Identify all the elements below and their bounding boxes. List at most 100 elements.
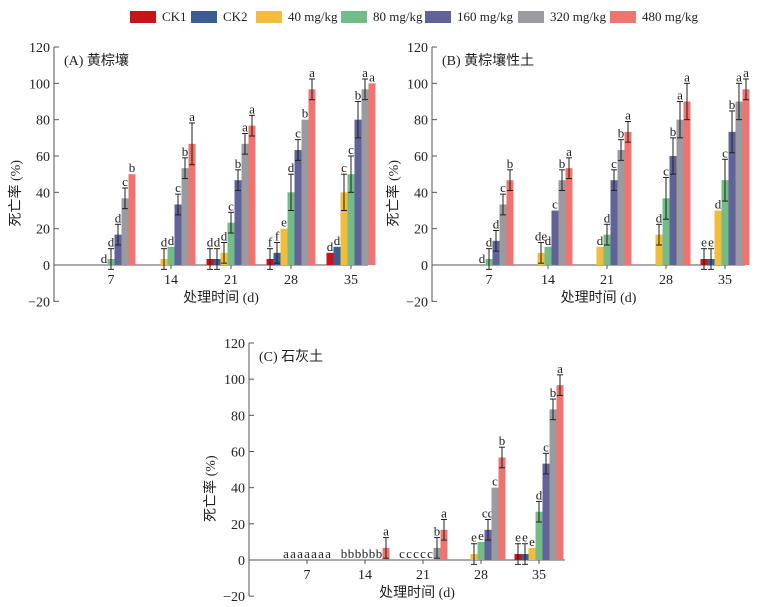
bar <box>565 168 573 265</box>
significance-letter: a <box>441 505 447 520</box>
significance-letter: c <box>348 142 354 157</box>
significance-letter: d <box>545 233 552 248</box>
bar <box>662 198 670 265</box>
y-tick-label: 0 <box>421 259 428 274</box>
bar <box>721 180 729 265</box>
significance-letter: e <box>708 235 714 250</box>
x-tick-label: 35 <box>532 568 546 583</box>
significance-letter: d <box>327 239 334 254</box>
significance-letter: c <box>399 546 405 561</box>
bar <box>234 180 242 265</box>
significance-letter: e <box>529 534 535 549</box>
bar <box>121 198 129 265</box>
significance-letter: c <box>175 180 181 195</box>
significance-letter: c <box>427 546 433 561</box>
y-axis-label: 死亡率 (%) <box>7 160 24 227</box>
x-axis-label: 处理时间 (d) <box>379 585 455 601</box>
significance-letter: b <box>362 546 369 561</box>
bar <box>714 210 722 265</box>
y-tick-label: 40 <box>231 482 245 497</box>
x-tick-label: 7 <box>486 273 493 288</box>
significance-letter: a <box>318 546 324 561</box>
bar <box>603 234 611 265</box>
significance-letter: a <box>743 65 749 80</box>
significance-letter: d <box>115 210 122 225</box>
y-tick-label: 80 <box>36 114 50 129</box>
x-tick-label: 21 <box>224 273 238 288</box>
significance-letter: cd <box>482 505 495 520</box>
y-tick-label: 40 <box>36 186 50 201</box>
significance-letter: d <box>288 160 295 175</box>
bar <box>742 89 750 265</box>
legend-label: 40 mg/kg <box>288 9 338 24</box>
bar <box>354 119 362 266</box>
significance-letter: b <box>499 433 506 448</box>
significance-letter: b <box>129 160 136 175</box>
significance-letter: b <box>507 156 514 171</box>
bar <box>556 385 564 560</box>
bar <box>181 168 189 265</box>
bar <box>683 101 691 265</box>
significance-letter: a <box>297 546 303 561</box>
y-axis-label: 死亡率 (%) <box>202 455 219 522</box>
legend-item: CK1 <box>130 9 187 24</box>
bar <box>174 204 182 265</box>
significance-letter: d <box>479 251 486 266</box>
significance-letter: b <box>302 106 309 121</box>
significance-letter: d <box>108 235 115 250</box>
bar <box>492 240 500 265</box>
significance-letter: e <box>701 235 707 250</box>
significance-letter: f <box>275 228 280 243</box>
bar <box>128 174 136 265</box>
significance-letter: c <box>492 474 498 489</box>
significance-letter: d <box>168 233 175 248</box>
significance-letter: a <box>325 546 331 561</box>
bar <box>280 228 288 265</box>
x-tick-label: 7 <box>304 568 311 583</box>
y-tick-label: 20 <box>414 223 428 238</box>
significance-letter: d <box>604 210 611 225</box>
significance-letter: b <box>348 546 355 561</box>
x-tick-label: 7 <box>108 273 115 288</box>
bar <box>499 204 507 265</box>
bar <box>558 180 566 265</box>
y-tick-label: 20 <box>231 518 245 533</box>
bar <box>610 180 618 265</box>
y-tick-label: 40 <box>414 186 428 201</box>
significance-letter: d <box>715 197 722 212</box>
bar <box>294 150 302 265</box>
significance-letter: d <box>656 210 663 225</box>
legend-label: CK1 <box>162 9 187 24</box>
significance-letter: a <box>736 69 742 84</box>
significance-letter: a <box>625 107 631 122</box>
significance-letter: a <box>369 69 375 84</box>
y-tick-label: 0 <box>43 259 50 274</box>
significance-letter: a <box>566 144 572 159</box>
x-tick-label: 14 <box>541 273 555 288</box>
panel-title: (C) 石灰土 <box>259 349 323 365</box>
significance-letter: c <box>543 439 549 454</box>
significance-letter: b <box>369 546 376 561</box>
y-tick-label: 120 <box>407 41 428 56</box>
bar <box>227 222 235 265</box>
legend-swatch <box>341 11 367 23</box>
bar <box>617 150 625 265</box>
y-tick-label: 120 <box>29 41 50 56</box>
y-tick-label: 100 <box>224 373 245 388</box>
significance-letter: d <box>214 235 221 250</box>
significance-letter: d <box>486 235 493 250</box>
significance-letter: c <box>341 160 347 175</box>
bar <box>491 487 499 560</box>
bar <box>735 101 743 265</box>
legend-label: 160 mg/kg <box>457 9 513 24</box>
bar <box>340 192 348 265</box>
significance-letter: d <box>101 251 108 266</box>
significance-letter: b <box>559 156 566 171</box>
y-tick-label: 20 <box>36 223 50 238</box>
y-tick-label: 60 <box>36 150 50 165</box>
significance-letter: e <box>515 530 521 545</box>
bar <box>528 547 536 560</box>
x-tick-label: 21 <box>416 568 430 583</box>
legend-swatch <box>191 11 217 23</box>
